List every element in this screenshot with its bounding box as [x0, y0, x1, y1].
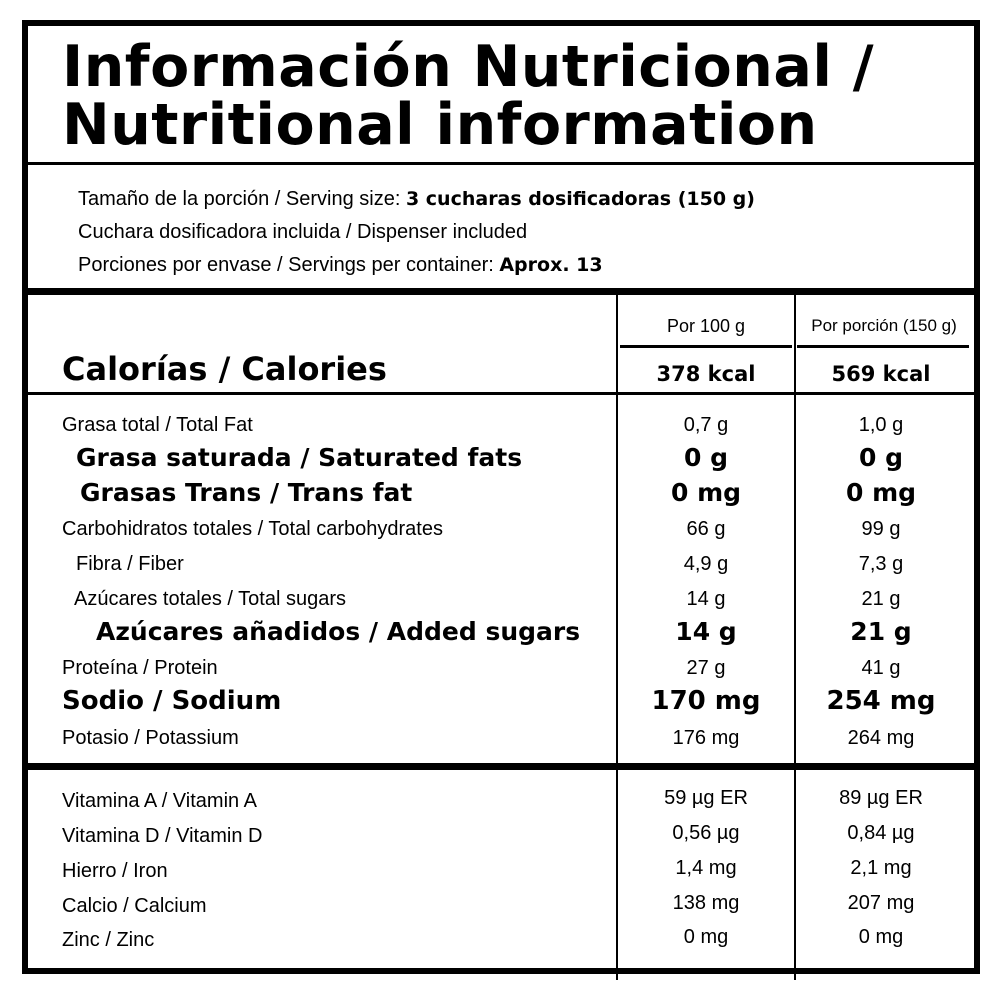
vitamin-per-serving: 0,84 µg — [847, 822, 915, 844]
nutrient-per-serving: 0 g — [859, 443, 903, 472]
serving-size-label: Tamaño de la porción / Serving size: — [78, 188, 406, 210]
nutrient-per-serving: 254 mg — [826, 686, 936, 716]
column-header-rule — [620, 345, 792, 348]
vitamin-per-100g: 59 µg ER — [664, 787, 748, 809]
nutrient-per-100g: 27 g — [686, 657, 726, 679]
column-header-per-100g: Por 100 g — [666, 316, 746, 336]
nutrient-per-100g: 66 g — [686, 518, 726, 540]
nutrient-label: Azúcares añadidos / Added sugars — [96, 617, 581, 646]
vitamin-per-serving: 2,1 mg — [850, 857, 912, 879]
nutrient-per-serving: 0 mg — [845, 478, 917, 507]
vitamin-label: Calcio / Calcium — [62, 895, 207, 917]
servings-label: Porciones por envase / Servings per cont… — [78, 254, 500, 276]
nutrient-label: Grasa total / Total Fat — [62, 414, 253, 436]
nutrient-per-100g: 170 mg — [651, 686, 761, 716]
nutrient-label: Potasio / Potassium — [62, 727, 239, 749]
column-divider — [794, 295, 796, 980]
calories-per-100g: 378 kcal — [656, 362, 756, 386]
nutrient-per-serving: 99 g — [861, 518, 901, 540]
calories-per-serving: 569 kcal — [831, 362, 931, 386]
nutrient-label: Carbohidratos totales / Total carbohydra… — [62, 518, 443, 540]
nutrient-per-100g: 4,9 g — [683, 553, 729, 575]
servings-value: Aprox. 13 — [499, 254, 603, 276]
nutrient-per-serving: 264 mg — [847, 727, 915, 749]
nutrient-per-serving: 21 g — [850, 617, 912, 646]
divider — [28, 162, 974, 165]
title-line-1: Información Nutricional / — [62, 34, 875, 100]
nutrient-label: Proteína / Protein — [62, 657, 218, 679]
nutrient-per-100g: 0 mg — [670, 478, 742, 507]
serving-size: Tamaño de la porción / Serving size: 3 c… — [78, 187, 755, 211]
column-header-rule — [797, 345, 969, 348]
calories-label: Calorías / Calories — [62, 350, 387, 388]
vitamin-per-serving: 207 mg — [847, 892, 915, 914]
divider — [28, 392, 974, 395]
nutrient-per-100g: 0 g — [684, 443, 728, 472]
vitamin-per-serving: 0 mg — [858, 926, 904, 948]
nutrient-per-serving: 7,3 g — [858, 553, 904, 575]
divider-thick — [28, 288, 974, 295]
vitamin-label: Hierro / Iron — [62, 860, 168, 882]
serving-size-value: 3 cucharas dosificadoras (150 g) — [405, 188, 755, 210]
nutrient-label: Sodio / Sodium — [62, 686, 282, 716]
servings-per-container: Porciones por envase / Servings per cont… — [78, 253, 603, 277]
dispenser-note: Cuchara dosificadora incluida / Dispense… — [78, 221, 528, 243]
vitamin-per-serving: 89 µg ER — [839, 787, 923, 809]
nutrient-label: Grasa saturada / Saturated fats — [76, 443, 523, 472]
nutrition-label-frame — [22, 20, 980, 974]
vitamin-per-100g: 0 mg — [683, 926, 729, 948]
vitamin-per-100g: 138 mg — [672, 892, 740, 914]
vitamin-label: Vitamina A / Vitamin A — [62, 790, 257, 812]
nutrient-label: Fibra / Fiber — [76, 553, 184, 575]
nutrient-per-100g: 0,7 g — [683, 414, 729, 436]
column-divider — [616, 295, 618, 980]
title-line-2: Nutritional information — [62, 92, 818, 158]
page-title: Información Nutricional / Nutritional in… — [62, 38, 874, 154]
vitamin-per-100g: 1,4 mg — [675, 857, 737, 879]
nutrient-per-serving: 21 g — [861, 588, 901, 610]
nutrient-per-serving: 41 g — [861, 657, 901, 679]
nutrient-per-serving: 1,0 g — [858, 414, 904, 436]
nutrient-label: Grasas Trans / Trans fat — [80, 478, 413, 507]
nutrient-per-100g: 176 mg — [672, 727, 740, 749]
nutrient-per-100g: 14 g — [675, 617, 737, 646]
vitamin-per-100g: 0,56 µg — [672, 822, 740, 844]
nutrient-label: Azúcares totales / Total sugars — [74, 588, 346, 610]
vitamin-label: Zinc / Zinc — [62, 929, 155, 951]
divider-thick — [28, 763, 974, 770]
column-header-per-serving: Por porción (150 g) — [811, 316, 957, 335]
nutrient-per-100g: 14 g — [686, 588, 726, 610]
vitamin-label: Vitamina D / Vitamin D — [62, 825, 263, 847]
